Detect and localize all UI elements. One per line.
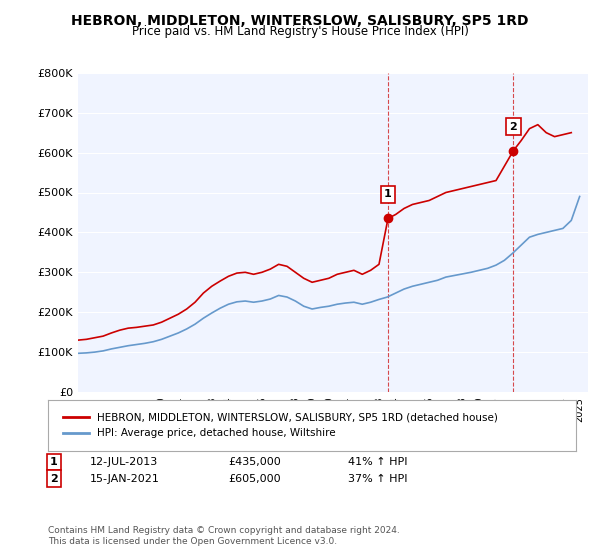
Text: 1: 1	[50, 457, 58, 467]
Text: Price paid vs. HM Land Registry's House Price Index (HPI): Price paid vs. HM Land Registry's House …	[131, 25, 469, 38]
Text: 37% ↑ HPI: 37% ↑ HPI	[348, 474, 407, 484]
Text: 2: 2	[50, 474, 58, 484]
Text: 12-JUL-2013: 12-JUL-2013	[90, 457, 158, 467]
Text: HEBRON, MIDDLETON, WINTERSLOW, SALISBURY, SP5 1RD: HEBRON, MIDDLETON, WINTERSLOW, SALISBURY…	[71, 14, 529, 28]
Text: £605,000: £605,000	[228, 474, 281, 484]
Text: 41% ↑ HPI: 41% ↑ HPI	[348, 457, 407, 467]
Text: 2: 2	[509, 122, 517, 132]
Legend: HEBRON, MIDDLETON, WINTERSLOW, SALISBURY, SP5 1RD (detached house), HPI: Average: HEBRON, MIDDLETON, WINTERSLOW, SALISBURY…	[58, 409, 502, 442]
Text: 1: 1	[384, 189, 392, 199]
Text: £435,000: £435,000	[228, 457, 281, 467]
Text: 15-JAN-2021: 15-JAN-2021	[90, 474, 160, 484]
Text: Contains HM Land Registry data © Crown copyright and database right 2024.
This d: Contains HM Land Registry data © Crown c…	[48, 526, 400, 546]
